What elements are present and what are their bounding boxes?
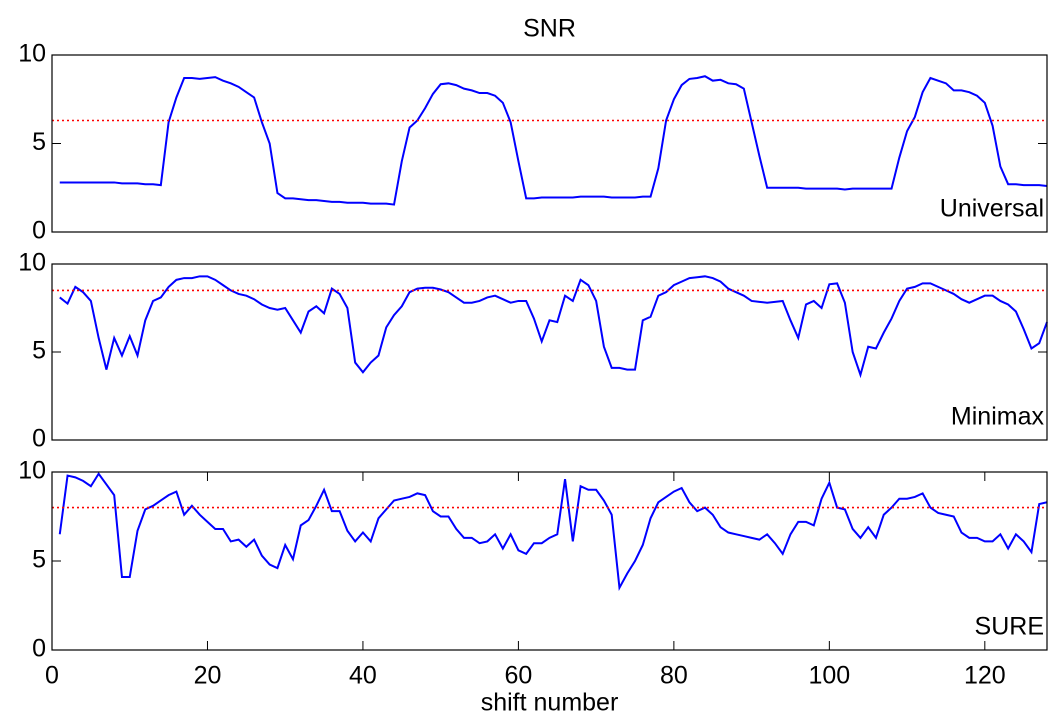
y-tick-label: 10 [18,40,46,68]
y-tick-label: 10 [18,249,46,277]
x-tick-label: 0 [45,662,59,690]
axes-box [51,471,1048,651]
x-tick-label: 80 [660,662,688,690]
data-line [59,75,1048,206]
x-tick-label: 100 [808,662,850,690]
panel-annotation: SURE [975,613,1044,641]
chart-title: SNR [523,15,576,43]
y-tick-label: 5 [32,128,46,156]
y-tick-label: 5 [32,546,46,574]
x-tick-label: 40 [349,662,377,690]
data-line [58,471,1048,591]
x-tick-label: 20 [194,662,222,690]
x-tick-label: 120 [964,662,1006,690]
data-line [59,275,1048,379]
x-axis-label: shift number [481,689,619,717]
x-tick-label: 60 [505,662,533,690]
panel-annotation: Universal [940,195,1044,223]
axes-box [51,54,1048,233]
y-tick-label: 0 [32,217,46,245]
panel-annotation: Minimax [951,403,1045,431]
y-tick-label: 0 [32,425,46,453]
y-tick-label: 0 [32,635,46,663]
y-tick-label: 5 [32,337,46,365]
y-tick-label: 10 [18,457,46,485]
